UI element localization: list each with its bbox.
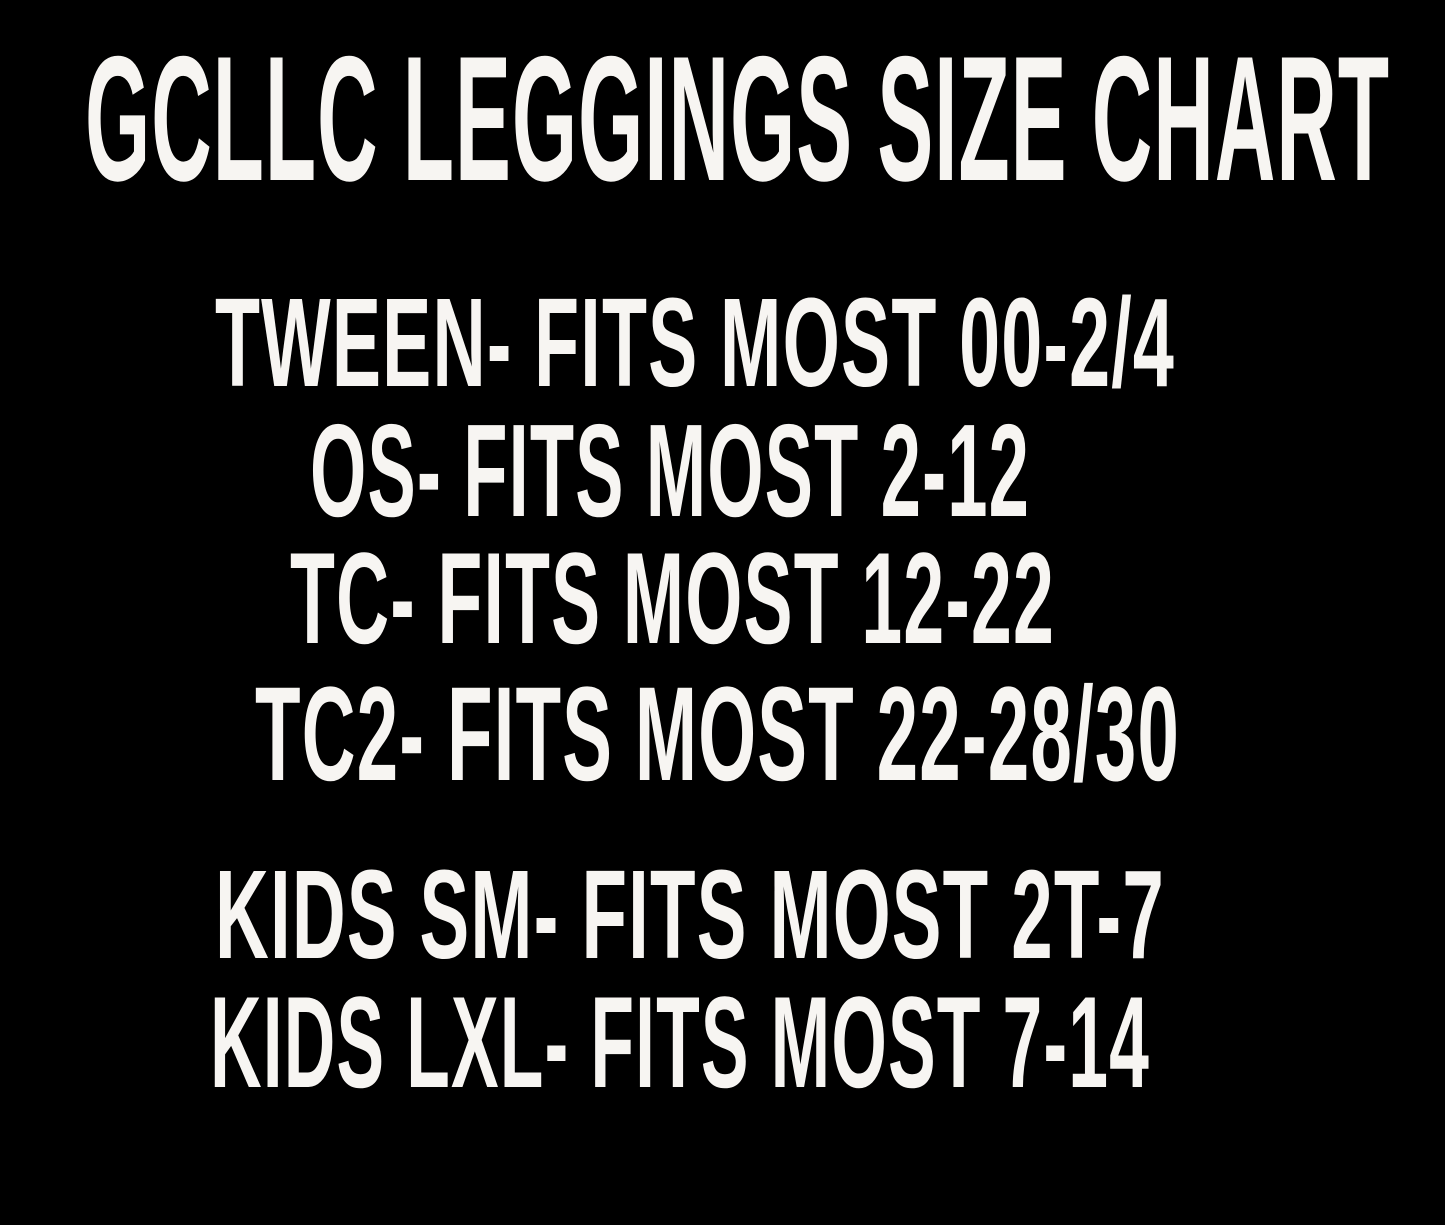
size-line-tc2: TC2- FITS MOST 22-28/30 <box>255 660 1180 809</box>
size-line-tween: TWEEN- FITS MOST 00-2/4 <box>215 272 1175 413</box>
size-line-os: OS- FITS MOST 2-12 <box>310 397 1030 544</box>
size-line-kids-lxl: KIDS LXL- FITS MOST 7-14 <box>210 969 1150 1115</box>
page-title: GCLLC LEGGINGS SIZE CHART <box>85 19 1390 218</box>
size-line-tc: TC- FITS MOST 12-22 <box>290 525 1055 671</box>
size-line-kids-sm: KIDS SM- FITS MOST 2T-7 <box>215 844 1165 985</box>
